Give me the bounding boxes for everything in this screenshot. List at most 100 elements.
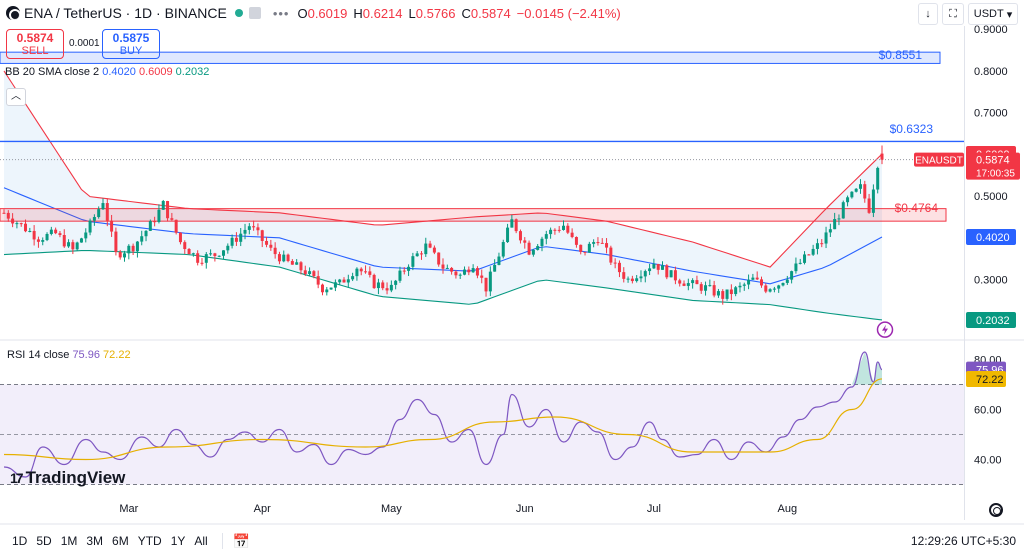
candle-body xyxy=(114,231,118,252)
hide-legend-icon[interactable] xyxy=(248,7,261,19)
candle-body xyxy=(669,270,673,278)
range-1d[interactable]: 1D xyxy=(12,534,28,548)
candle-body xyxy=(49,229,53,234)
candle-body xyxy=(252,226,256,228)
open-label: O xyxy=(297,5,308,21)
toolbar-divider xyxy=(221,533,223,549)
time-axis[interactable]: Mar Apr May Jun Jul Aug xyxy=(0,503,1024,525)
candle-body xyxy=(518,231,522,241)
axis-price-tags: 0.6009ENAUSDT0.587417:00:350.40200.20327… xyxy=(914,146,1020,387)
more-options-icon[interactable]: ••• xyxy=(272,5,290,21)
candle-body xyxy=(463,269,467,275)
timezone-clock[interactable]: 12:29:26 UTC+5:30 xyxy=(910,534,1016,548)
candle-body xyxy=(815,243,819,249)
candle-body xyxy=(768,289,772,292)
range-all[interactable]: All xyxy=(194,534,208,548)
candle-body xyxy=(15,223,19,225)
bb-upper-line xyxy=(3,70,883,268)
candle-body xyxy=(605,243,609,248)
candle-body xyxy=(407,266,411,271)
candle-body xyxy=(759,279,763,286)
candle-body xyxy=(75,242,79,250)
range-ytd[interactable]: YTD xyxy=(137,534,162,548)
candle-body xyxy=(196,253,200,263)
candle-body xyxy=(764,285,768,292)
symbol-legend: ENA / TetherUS · 1D · BINANCE ••• O 0.601… xyxy=(0,0,627,26)
open-value: 0.6019 xyxy=(307,5,348,21)
candle-body xyxy=(471,268,475,273)
tradingview-logo[interactable]: 17 TradingView xyxy=(10,468,125,488)
support-resistance-zones[interactable]: $0.8551 $0.6323 $0.4764 xyxy=(0,48,964,222)
candle-body xyxy=(648,268,652,272)
candle-body xyxy=(785,279,789,283)
candle-body xyxy=(665,265,669,278)
candle-body xyxy=(67,242,71,247)
candle-body xyxy=(230,237,234,246)
range-1m[interactable]: 1M xyxy=(60,534,78,548)
axis-tag-text: 0.2032 xyxy=(976,315,1010,327)
candle-body xyxy=(28,230,32,232)
currency-select[interactable]: USDT ▾ xyxy=(968,3,1018,25)
download-icon[interactable]: ↓ xyxy=(918,3,938,25)
candle-body xyxy=(290,261,294,265)
bb-legend[interactable]: BB 20 SMA close 2 0.4020 0.6009 0.2032 xyxy=(5,66,209,78)
candle-body xyxy=(600,242,604,244)
range-6m[interactable]: 6M xyxy=(112,534,129,548)
candle-body xyxy=(204,254,208,263)
candle-body xyxy=(92,217,96,221)
buy-button[interactable]: 0.5875 BUY xyxy=(102,29,160,59)
collapse-indicators-button[interactable]: ︿ xyxy=(6,88,26,106)
candle-body xyxy=(234,237,238,242)
candle-body xyxy=(346,279,350,283)
candle-body xyxy=(704,285,708,291)
rsi-tick-label: 40.00 xyxy=(974,455,1002,467)
candle-body xyxy=(32,230,36,240)
fullscreen-icon[interactable]: ⛶ xyxy=(942,3,964,25)
candle-body xyxy=(325,289,329,293)
candle-body xyxy=(342,279,346,283)
candle-body xyxy=(876,167,880,190)
candle-body xyxy=(239,233,243,242)
candle-body xyxy=(359,268,363,272)
candle-body xyxy=(381,282,385,289)
sell-button[interactable]: 0.5874 SELL xyxy=(6,29,64,59)
candle-body xyxy=(592,242,596,244)
candle-body xyxy=(398,270,402,281)
countdown-tag-text: 17:00:35 xyxy=(976,169,1015,180)
candle-body xyxy=(41,240,45,242)
candle-body xyxy=(84,232,88,239)
candle-body xyxy=(837,218,841,220)
range-5d[interactable]: 5D xyxy=(36,534,52,548)
settings-gear-icon[interactable] xyxy=(989,503,1003,517)
low-value: 0.5766 xyxy=(415,5,456,21)
price-axis[interactable]: 0.30000.40000.50000.60000.70000.80000.90… xyxy=(974,24,1008,466)
candle-body xyxy=(833,219,837,230)
price-tick-label: 0.5000 xyxy=(974,191,1008,203)
candle-body xyxy=(523,240,527,243)
candle-body xyxy=(144,230,148,237)
candle-body xyxy=(19,223,23,225)
candle-body xyxy=(841,202,845,219)
candle-body xyxy=(187,249,191,255)
rsi-legend[interactable]: RSI 14 close 75.96 72.22 xyxy=(7,349,131,361)
candle-body xyxy=(217,255,221,257)
candle-body xyxy=(536,246,540,250)
bb-basis-value: 0.4020 xyxy=(102,66,136,78)
symbol-title[interactable]: ENA / TetherUS · 1D · BINANCE xyxy=(24,5,227,21)
candle-body xyxy=(820,243,824,245)
candle-body xyxy=(101,203,105,210)
candle-body xyxy=(497,256,501,265)
candle-body xyxy=(738,285,742,288)
range-3m[interactable]: 3M xyxy=(86,534,104,548)
candle-body xyxy=(716,291,720,296)
candle-body xyxy=(772,288,776,290)
rsi-pane xyxy=(0,351,964,485)
candle-body xyxy=(854,188,858,192)
candle-body xyxy=(419,253,423,255)
range-1y[interactable]: 1Y xyxy=(170,534,186,548)
candles xyxy=(2,145,884,305)
calendar-icon[interactable]: 📅 xyxy=(232,532,251,549)
candle-body xyxy=(661,265,664,270)
candle-body xyxy=(157,209,161,222)
